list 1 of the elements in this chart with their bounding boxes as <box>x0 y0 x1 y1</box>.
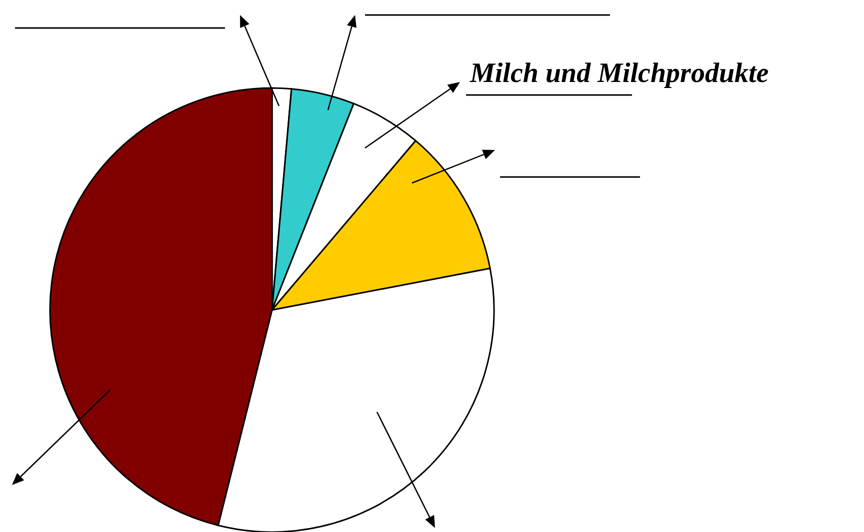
legend-label: Milch und Milchprodukte <box>469 58 769 89</box>
